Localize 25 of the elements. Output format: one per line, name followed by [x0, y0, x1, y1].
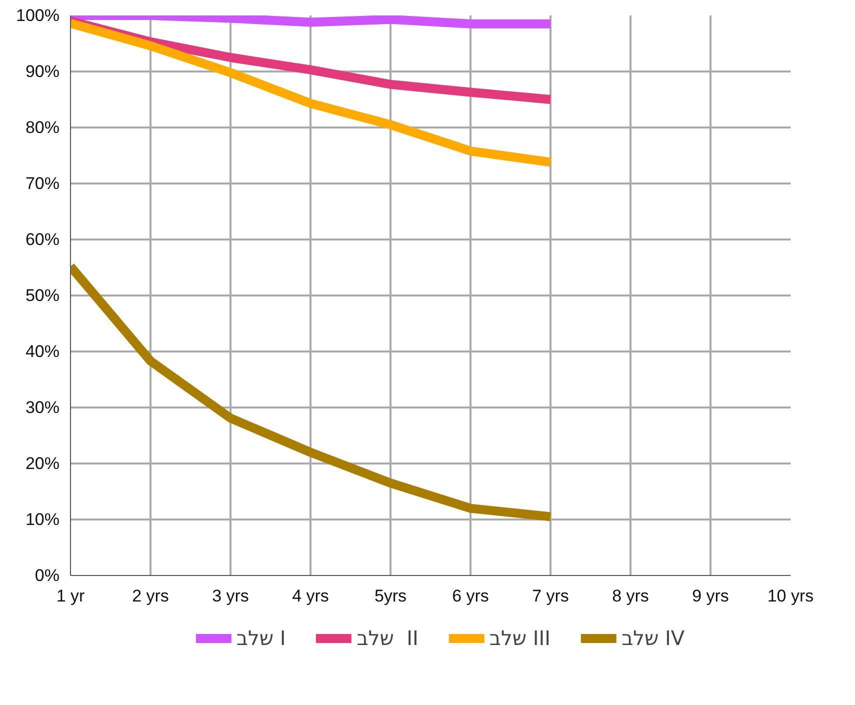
x-tick-label: 5yrs — [374, 586, 407, 606]
legend-label: שלב IV — [622, 626, 685, 650]
y-tick-label: 100% — [16, 6, 60, 25]
x-tick-label: 4 yrs — [292, 586, 329, 606]
y-tick-label: 30% — [25, 398, 60, 417]
y-tick-label: 50% — [25, 286, 60, 305]
x-tick-label: 6 yrs — [452, 586, 489, 606]
x-tick-label: 7 yrs — [532, 586, 569, 606]
y-tick-label: 70% — [25, 174, 60, 193]
y-tick-label: 10% — [25, 510, 60, 529]
x-tick-label: 1 yr — [56, 586, 86, 606]
x-tick-label: 10 yrs — [767, 586, 814, 606]
x-tick-label: 2 yrs — [132, 586, 169, 606]
y-tick-label: 0% — [34, 566, 60, 585]
y-tick-label: 60% — [25, 230, 60, 249]
x-tick-label: 3 yrs — [212, 586, 249, 606]
x-tick-label: 8 yrs — [612, 586, 649, 606]
legend-label: שלב III — [489, 626, 551, 650]
x-tick-label: 9 yrs — [692, 586, 729, 606]
legend-label: שלב I — [236, 626, 286, 650]
y-tick-label: 20% — [25, 454, 60, 473]
legend-label: שלב II — [356, 626, 418, 650]
y-tick-label: 80% — [25, 118, 60, 137]
y-tick-label: 40% — [25, 342, 60, 361]
y-tick-label: 90% — [25, 62, 60, 81]
